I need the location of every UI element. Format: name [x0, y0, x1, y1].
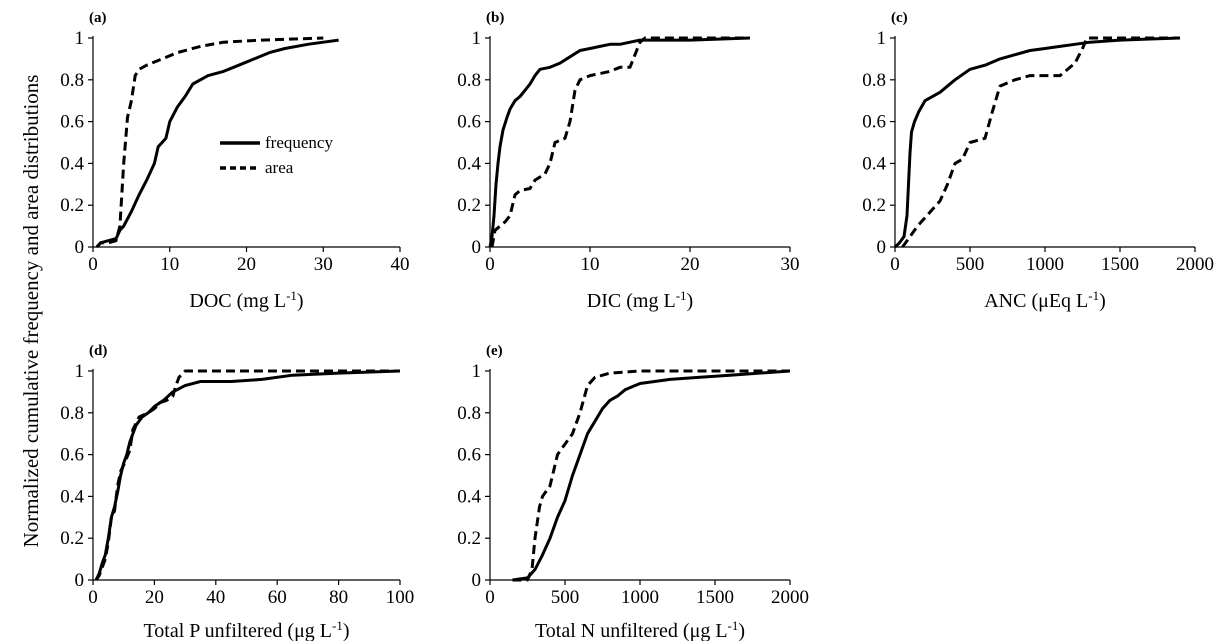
x-axis-label: DOC (mg L-1) [189, 288, 303, 313]
x-axis-label: Total N unfiltered (μg L-1) [535, 618, 745, 641]
y-tick-label: 0.4 [862, 153, 886, 174]
y-axis-label: Normalized cumulative frequency and area… [19, 75, 43, 548]
panel-label: (d) [89, 343, 107, 359]
legend-frequency-label: frequency [265, 133, 333, 152]
panel-e: 0 0.2 0.4 0.6 0.8 1 0 500 1000 1500 2000 (e) Total N… [457, 343, 809, 641]
y-tick-label: 0.8 [457, 70, 481, 91]
series-line-frequency [94, 369, 401, 581]
panel-b: 00.20.40.60.810 10 20 30(b)DIC (mg L-1) [457, 10, 799, 312]
x-axis-label: DIC (mg L-1) [587, 288, 693, 313]
x-tick-label: 0 [485, 587, 495, 608]
x-tick-label: 40 [391, 254, 410, 275]
x-tick-label: 100 [386, 587, 415, 608]
series-line-frequency [488, 36, 751, 248]
x-tick-label: 60 [268, 587, 287, 608]
x-tick-label: 80 [329, 587, 348, 608]
panel-label: (e) [486, 343, 503, 359]
y-tick-label: 1 [75, 361, 85, 382]
x-tick-label: 20 [681, 254, 700, 275]
x-tick-label: 1000 [621, 587, 659, 608]
y-tick-label: 0.8 [862, 70, 886, 91]
x-tick-label: 30 [781, 254, 800, 275]
panel-c: 0 0.2 0.4 0.6 0.8 1 0 500 1000 1500 2000 (c) ANC (μE… [862, 10, 1214, 312]
x-tick-label: 40 [206, 587, 225, 608]
x-tick-label: 500 [551, 587, 580, 608]
x-tick-label: 1500 [1101, 254, 1139, 275]
y-tick-label: 0.6 [457, 445, 481, 466]
x-tick-label: 2000 [771, 587, 809, 608]
y-tick-label: 0 [75, 237, 85, 258]
panel-label: (b) [486, 10, 504, 26]
x-tick-label: 0 [88, 587, 98, 608]
y-tick-label: 0.4 [457, 486, 481, 507]
legend: frequency area [220, 133, 333, 177]
y-tick-label: 1 [877, 28, 887, 49]
y-tick-label: 0.2 [862, 195, 886, 216]
x-tick-label: 1500 [696, 587, 734, 608]
y-tick-label: 0.4 [457, 153, 481, 174]
x-tick-label: 10 [160, 254, 179, 275]
panel-label: (a) [89, 10, 107, 26]
y-tick-label: 0.6 [60, 445, 84, 466]
panel-d: 0 0.2 0.4 0.6 0.8 1 0 20 40 60 80 100 (d) Total P unf… [60, 343, 414, 641]
series-line-area [95, 36, 324, 249]
y-tick-label: 0.2 [60, 195, 84, 216]
panel-label: (c) [891, 10, 908, 26]
x-tick-label: 10 [581, 254, 600, 275]
x-tick-label: 0 [890, 254, 900, 275]
x-axis-label: ANC (μEq L-1) [984, 288, 1106, 313]
x-tick-label: 0 [88, 254, 98, 275]
y-tick-label: 0.4 [60, 153, 84, 174]
series-line-area [901, 36, 1180, 248]
y-tick-label: 0.8 [457, 403, 481, 424]
y-tick-label: 1 [472, 361, 482, 382]
series-line-area [512, 369, 790, 582]
x-axis-label: Total P unfiltered (μg L-1) [143, 618, 349, 641]
series-line-area [490, 36, 750, 248]
y-tick-label: 0 [877, 237, 887, 258]
legend-area-label: area [265, 158, 294, 177]
series-line-frequency [95, 38, 339, 249]
y-tick-label: 0.6 [60, 112, 84, 133]
series-line-area [94, 369, 400, 581]
x-tick-label: 20 [145, 587, 164, 608]
y-tick-label: 0.8 [60, 403, 84, 424]
y-tick-label: 0 [75, 570, 85, 591]
x-tick-label: 0 [485, 254, 495, 275]
y-tick-label: 1 [75, 28, 85, 49]
y-tick-label: 0.2 [457, 195, 481, 216]
x-tick-label: 20 [237, 254, 256, 275]
series-line-frequency [512, 369, 791, 582]
y-tick-label: 0.2 [457, 528, 481, 549]
y-tick-label: 0 [472, 570, 482, 591]
panel-a: 00.20.40.60.810 10 20 30 40(a)DOC (mg L-1) [60, 10, 409, 312]
y-tick-label: 0.4 [60, 486, 84, 507]
y-tick-label: 1 [472, 28, 482, 49]
x-tick-label: 30 [314, 254, 333, 275]
x-tick-label: 2000 [1176, 254, 1214, 275]
y-tick-label: 0.8 [60, 70, 84, 91]
y-tick-label: 0.6 [457, 112, 481, 133]
series-line-frequency [893, 36, 1181, 249]
y-tick-label: 0 [472, 237, 482, 258]
y-tick-label: 0.6 [862, 112, 886, 133]
x-tick-label: 1000 [1026, 254, 1064, 275]
y-tick-label: 0.2 [60, 528, 84, 549]
x-tick-label: 500 [956, 254, 985, 275]
